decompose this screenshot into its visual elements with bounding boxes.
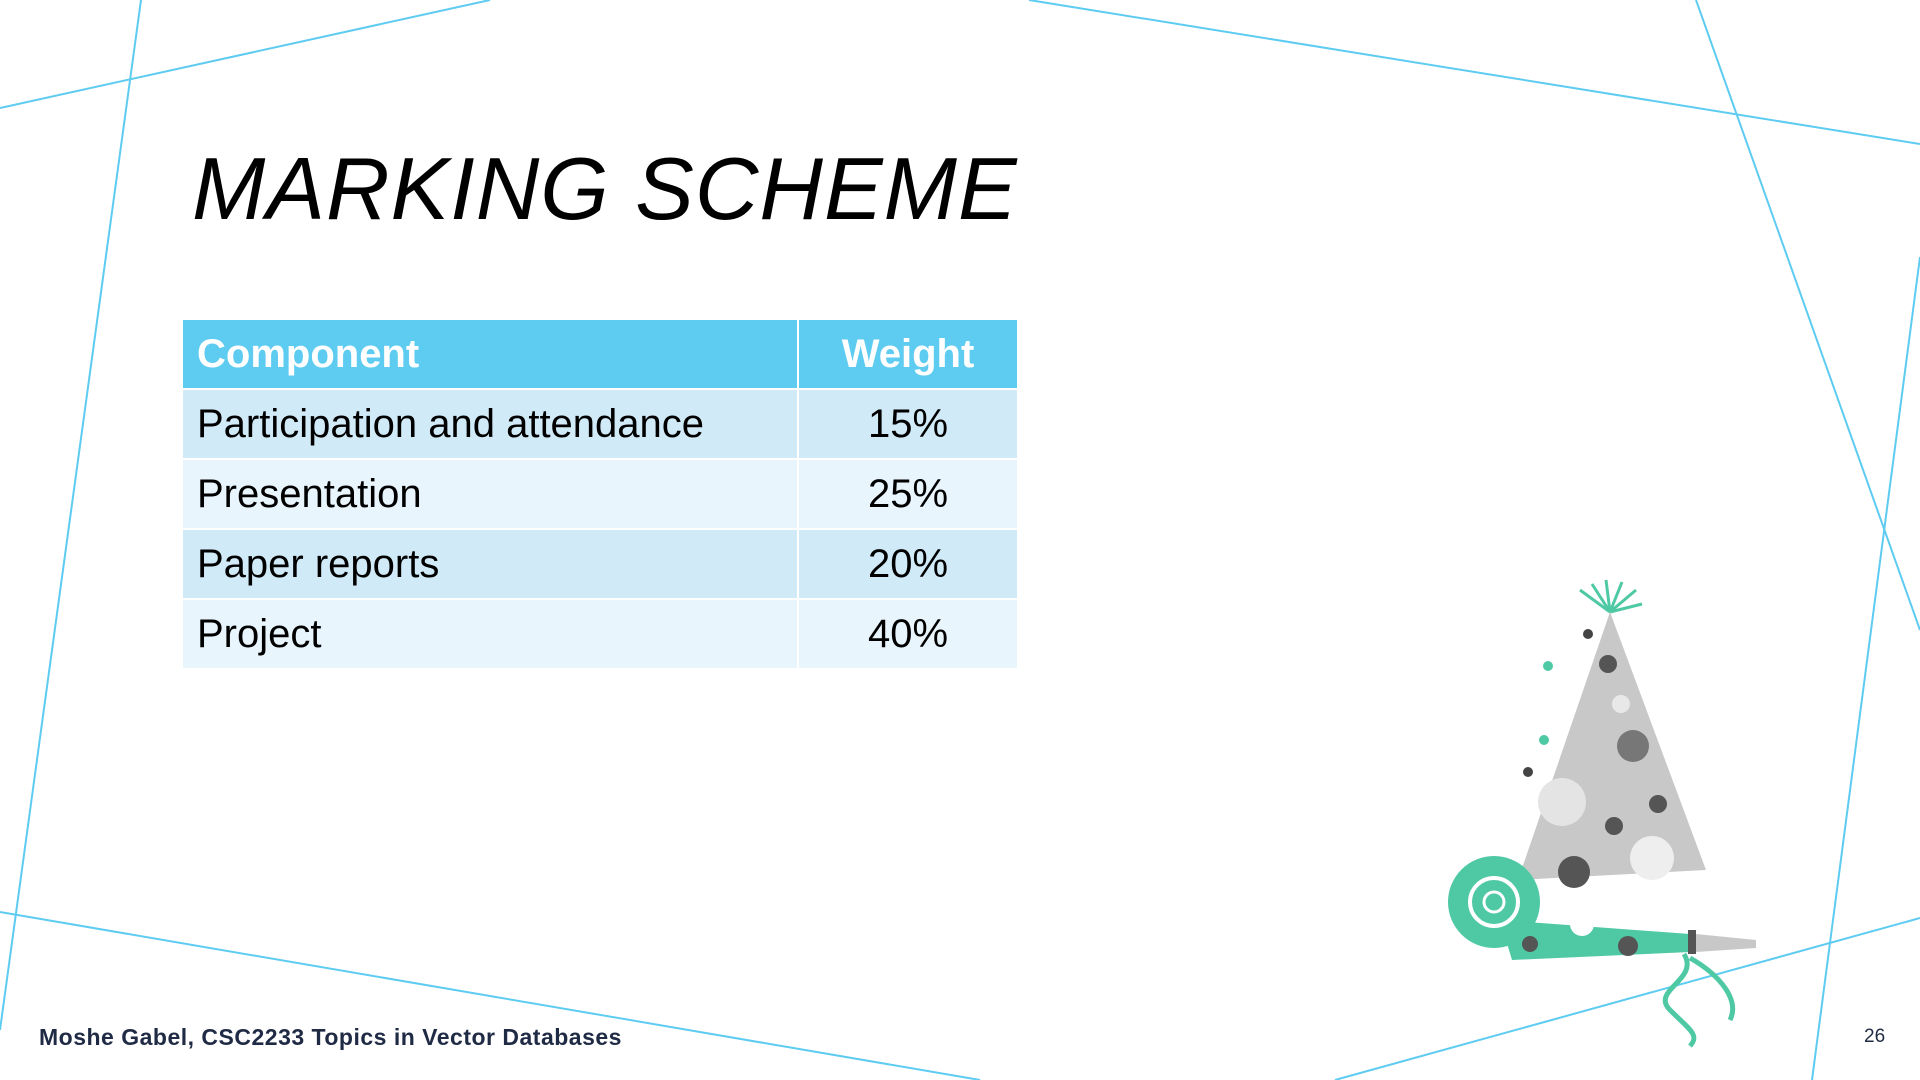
header-cell: Weight	[797, 318, 1019, 390]
header-cell: Component	[181, 318, 799, 390]
deco-line	[0, 911, 981, 1080]
weight-cell: 15%	[797, 388, 1019, 460]
deco-line	[1334, 917, 1920, 1080]
table-row: Presentation 25%	[181, 458, 1019, 530]
table-body: Participation and attendance 15% Presentat…	[181, 388, 1019, 670]
footer: Moshe Gabel, CSC2233 Topics in Vector Da…	[39, 1024, 622, 1050]
deco-line	[0, 0, 142, 1031]
table-row: Participation and attendance 15%	[181, 388, 1019, 460]
table-row: Project 40%	[181, 598, 1019, 670]
party-illustration	[1448, 579, 1756, 1048]
page-number: 26	[1864, 1026, 1886, 1047]
component-cell: Paper reports	[181, 528, 799, 600]
weight-cell: 25%	[797, 458, 1019, 530]
deco-line	[1811, 256, 1920, 1080]
deco-line	[1695, 0, 1920, 631]
table-row: Paper reports 20%	[181, 528, 1019, 600]
weight-cell: 40%	[797, 598, 1019, 670]
deco-line	[1028, 0, 1920, 145]
component-cell: Presentation	[181, 458, 799, 530]
component-cell: Participation and attendance	[181, 388, 799, 460]
component-cell: Project	[181, 598, 799, 670]
marking-table: Component Weight Participation and atten…	[181, 318, 1019, 670]
deco-line	[0, 0, 491, 109]
slide-title: MARKING SCHEME	[192, 139, 1018, 238]
weight-cell: 20%	[797, 528, 1019, 600]
table-header-row: Component Weight	[181, 318, 1019, 390]
